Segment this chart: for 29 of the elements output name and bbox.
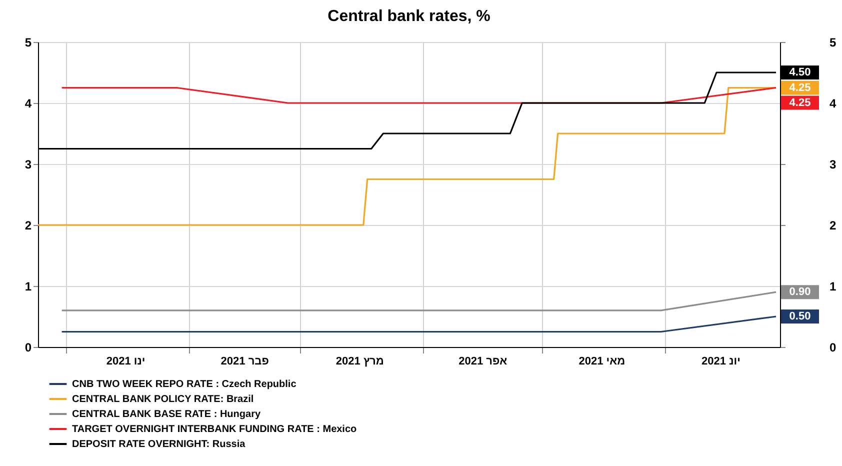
y-tick-label: 5 bbox=[24, 36, 32, 50]
chart-title: Central bank rates, % bbox=[328, 8, 490, 25]
data-label: 4.25 bbox=[789, 96, 811, 109]
data-label: 0.90 bbox=[789, 286, 811, 298]
x-tick-label: מאי 2021 bbox=[578, 356, 626, 368]
legend-label: CENTRAL BANK BASE RATE : Hungary bbox=[72, 409, 261, 420]
y2-tick-label: 2 bbox=[830, 218, 836, 232]
y2-tick-label: 5 bbox=[830, 36, 836, 50]
data-label: 4.50 bbox=[789, 66, 811, 78]
y-tick-label: 1 bbox=[24, 280, 32, 294]
x-tick-label: מרץ 2021 bbox=[336, 356, 384, 368]
y-tick-label: 4 bbox=[24, 96, 32, 110]
legend-label: TARGET OVERNIGHT INTERBANK FUNDING RATE : Mexico bbox=[72, 424, 357, 435]
x-tick-label: אפר 2021 bbox=[458, 356, 508, 368]
data-label: 0.50 bbox=[789, 310, 811, 322]
data-label: 4.25 bbox=[789, 82, 811, 94]
y-tick-label: 3 bbox=[24, 158, 32, 172]
y-tick-label: 2 bbox=[24, 218, 32, 232]
y2-tick-label: 4 bbox=[830, 96, 836, 110]
y2-tick-label: 3 bbox=[830, 158, 836, 172]
x-tick-label: ינו 2021 bbox=[106, 356, 146, 368]
x-tick-label: יונ 2021 bbox=[702, 356, 740, 368]
legend-label: CENTRAL BANK POLICY RATE: Brazil bbox=[72, 394, 254, 405]
legend-label: CNB TWO WEEK REPO RATE : Czech Republic bbox=[72, 379, 297, 390]
x-tick-label: פבר 2021 bbox=[220, 356, 269, 368]
y-tick-label: 0 bbox=[24, 340, 32, 354]
y2-tick-label: 1 bbox=[830, 280, 836, 294]
y2-tick-label: 0 bbox=[830, 340, 836, 354]
legend-label: DEPOSIT RATE OVERNIGHT: Russia bbox=[72, 439, 246, 450]
